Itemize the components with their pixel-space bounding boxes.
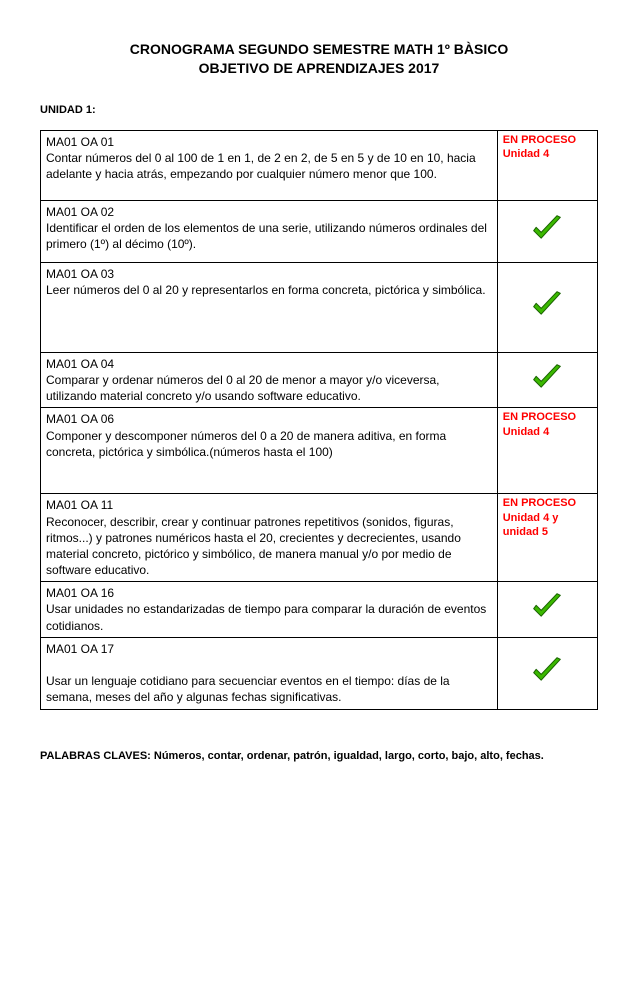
- objective-code: MA01 OA 16: [46, 586, 114, 600]
- check-icon: [530, 311, 564, 323]
- objective-code: MA01 OA 11: [46, 498, 113, 512]
- status-check: [497, 582, 597, 638]
- table-row: MA01 OA 16 Usar unidades no estandarizada…: [41, 582, 598, 638]
- table-row: MA01 OA 06 Componer y descomponer números…: [41, 408, 598, 494]
- objective-text: Leer números del 0 al 20 y representarlo…: [46, 283, 486, 297]
- objective-text: Comparar y ordenar números del 0 al 20 d…: [46, 373, 440, 403]
- objective-cell: MA01 OA 03 Leer números del 0 al 20 y rep…: [41, 262, 498, 352]
- objective-text: Usar un lenguaje cotidiano para secuenci…: [46, 674, 450, 704]
- status-text: EN PROCESOUnidad 4: [497, 130, 597, 200]
- unit-label: UNIDAD 1:: [40, 104, 598, 116]
- page-title: CRONOGRAMA SEGUNDO SEMESTRE MATH 1º BÀSI…: [40, 40, 598, 78]
- table-row: MA01 OA 02 Identificar el orden de los el…: [41, 200, 598, 262]
- objective-code: MA01 OA 01: [46, 135, 114, 149]
- objective-cell: MA01 OA 17 Usar un lenguaje cotidiano par…: [41, 637, 498, 709]
- table-row: MA01 OA 17 Usar un lenguaje cotidiano par…: [41, 637, 598, 709]
- objective-text: Identificar el orden de los elementos de…: [46, 221, 487, 251]
- table-row: MA01 OA 03 Leer números del 0 al 20 y rep…: [41, 262, 598, 352]
- objective-cell: MA01 OA 02 Identificar el orden de los el…: [41, 200, 498, 262]
- objective-cell: MA01 OA 04 Comparar y ordenar números del…: [41, 352, 498, 408]
- check-icon: [530, 677, 564, 689]
- table-row: MA01 OA 11 Reconocer, describir, crear y …: [41, 494, 598, 582]
- table-row: MA01 OA 04 Comparar y ordenar números del…: [41, 352, 598, 408]
- objective-text: Componer y descomponer números del 0 a 2…: [46, 429, 446, 459]
- objective-cell: MA01 OA 06 Componer y descomponer números…: [41, 408, 498, 494]
- keywords-line: PALABRAS CLAVES: Números, contar, ordena…: [40, 750, 598, 762]
- check-icon: [530, 613, 564, 625]
- title-line-2: OBJETIVO DE APRENDIZAJES 2017: [199, 60, 440, 76]
- status-check: [497, 200, 597, 262]
- objective-cell: MA01 OA 01 Contar números del 0 al 100 de…: [41, 130, 498, 200]
- check-icon: [530, 235, 564, 247]
- objective-code: MA01 OA 03: [46, 267, 114, 281]
- status-text: EN PROCESOUnidad 4 yunidad 5: [497, 494, 597, 582]
- objective-text: Contar números del 0 al 100 de 1 en 1, d…: [46, 151, 476, 181]
- objective-text: Reconocer, describir, crear y continuar …: [46, 515, 461, 578]
- status-check: [497, 352, 597, 408]
- objectives-table: MA01 OA 01 Contar números del 0 al 100 de…: [40, 130, 598, 710]
- objective-cell: MA01 OA 16 Usar unidades no estandarizada…: [41, 582, 498, 638]
- table-row: MA01 OA 01 Contar números del 0 al 100 de…: [41, 130, 598, 200]
- objective-code: MA01 OA 17: [46, 642, 114, 656]
- objective-cell: MA01 OA 11 Reconocer, describir, crear y …: [41, 494, 498, 582]
- objective-code: MA01 OA 04: [46, 357, 114, 371]
- objective-code: MA01 OA 06: [46, 412, 114, 426]
- objective-text: Usar unidades no estandarizadas de tiemp…: [46, 602, 486, 632]
- status-check: [497, 262, 597, 352]
- check-icon: [530, 384, 564, 396]
- status-check: [497, 637, 597, 709]
- title-line-1: CRONOGRAMA SEGUNDO SEMESTRE MATH 1º BÀSI…: [130, 41, 508, 57]
- status-text: EN PROCESOUnidad 4: [497, 408, 597, 494]
- objective-code: MA01 OA 02: [46, 205, 114, 219]
